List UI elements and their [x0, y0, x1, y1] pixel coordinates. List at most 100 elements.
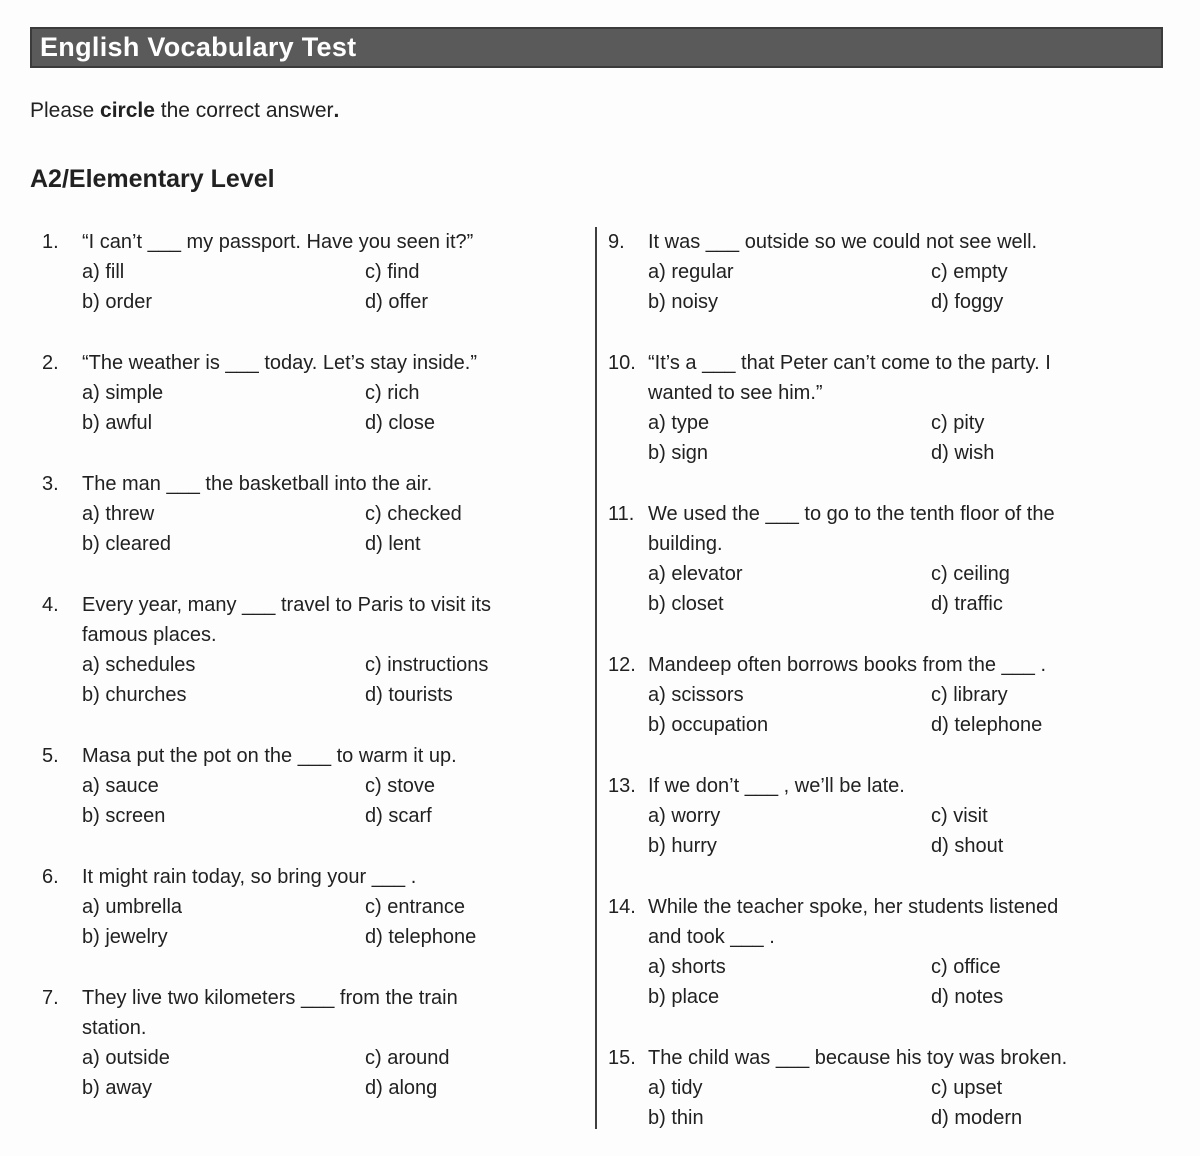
answer-option-b[interactable]: b) screen: [82, 805, 166, 827]
answer-options: a) outside c) around b) away d) along: [82, 1043, 575, 1103]
answer-option-c[interactable]: c) visit: [931, 805, 988, 827]
question-number: 9.: [608, 231, 625, 253]
answer-option-b[interactable]: b) cleared: [82, 533, 171, 555]
question-item: 6. It might rain today, so bring your ___…: [42, 862, 575, 952]
question-text-line: “It’s a ___ that Peter can’t come to the…: [648, 352, 1051, 374]
answer-option-b[interactable]: b) order: [82, 291, 153, 313]
answer-option-d[interactable]: d) along: [365, 1077, 438, 1099]
answer-option-d[interactable]: d) telephone: [365, 926, 477, 948]
instruction-text: Please circle the correct answer.: [30, 98, 1200, 124]
question-number: 10.: [608, 352, 636, 374]
instruction-segment: Please: [30, 99, 101, 122]
answer-option-b[interactable]: b) closet: [648, 593, 724, 615]
answer-option-d[interactable]: d) shout: [931, 835, 1004, 857]
answer-option-b[interactable]: b) awful: [82, 412, 153, 434]
answer-option-a[interactable]: a) elevator: [648, 563, 743, 585]
answer-option-c[interactable]: c) pity: [931, 412, 985, 434]
answer-option-a[interactable]: a) threw: [82, 503, 155, 525]
column-divider: [595, 227, 597, 1129]
answer-option-c[interactable]: c) around: [365, 1047, 450, 1069]
question-body: While the teacher spoke, her students li…: [648, 892, 1155, 1012]
answer-option-c[interactable]: c) library: [931, 684, 1008, 706]
question-item: 7. They live two kilometers ___ from the …: [42, 983, 575, 1103]
answer-option-c[interactable]: c) rich: [365, 382, 420, 404]
answer-option-b[interactable]: b) churches: [82, 684, 187, 706]
answer-options: a) threw c) checked b) cleared d) lent: [82, 499, 575, 559]
answer-option-d[interactable]: d) offer: [365, 291, 428, 313]
answer-options: a) regular c) empty b) noisy d) foggy: [648, 257, 1155, 317]
page: { "header": { "title": "English Vocabula…: [0, 27, 1200, 1156]
question-body: Mandeep often borrows books from the ___…: [648, 650, 1155, 740]
header-bar: English Vocabulary Test: [30, 27, 1163, 68]
question-text-line: It might rain today, so bring your ___ .: [82, 866, 417, 888]
answer-option-a[interactable]: a) schedules: [82, 654, 196, 676]
answer-option-d[interactable]: d) wish: [931, 442, 995, 464]
answer-option-b[interactable]: b) away: [82, 1077, 153, 1099]
answer-option-a[interactable]: a) umbrella: [82, 896, 183, 918]
question-body: “I can’t ___ my passport. Have you seen …: [82, 227, 575, 317]
answer-option-b[interactable]: b) place: [648, 986, 720, 1008]
answer-option-b[interactable]: b) occupation: [648, 714, 769, 736]
question-number: 3.: [42, 473, 59, 495]
question-body: The man ___ the basketball into the air.…: [82, 469, 575, 559]
question-body: Masa put the pot on the ___ to warm it u…: [82, 741, 575, 831]
answer-option-a[interactable]: a) simple: [82, 382, 164, 404]
question-body: If we don’t ___ , we’ll be late. a) worry…: [648, 771, 1155, 861]
answer-option-c[interactable]: c) entrance: [365, 896, 466, 918]
answer-option-c[interactable]: c) find: [365, 261, 420, 283]
question-text-line: They live two kilometers ___ from the tr…: [82, 987, 458, 1009]
question-number: 1.: [42, 231, 59, 253]
answer-option-c[interactable]: c) instructions: [365, 654, 489, 676]
answer-option-a[interactable]: a) worry: [648, 805, 721, 827]
answer-option-c[interactable]: c) upset: [931, 1077, 1003, 1099]
answer-option-a[interactable]: a) scissors: [648, 684, 744, 706]
answer-options: a) umbrella c) entrance b) jewelry d) telep…: [82, 892, 575, 952]
answer-option-d[interactable]: d) modern: [931, 1107, 1023, 1129]
question-body: The child was ___ because his toy was br…: [648, 1043, 1155, 1133]
question-number: 5.: [42, 745, 59, 767]
answer-option-b[interactable]: b) jewelry: [82, 926, 168, 948]
question-text-line: Masa put the pot on the ___ to warm it u…: [82, 745, 457, 767]
answer-options: a) schedules c) instructions b) churches d)…: [82, 650, 575, 710]
answer-option-c[interactable]: c) office: [931, 956, 1001, 978]
answer-option-b[interactable]: b) noisy: [648, 291, 719, 313]
answer-option-a[interactable]: a) tidy: [648, 1077, 703, 1099]
question-item: 13. If we don’t ___ , we’ll be late. a) wo…: [608, 771, 1155, 861]
answer-option-a[interactable]: a) regular: [648, 261, 734, 283]
question-body: “It’s a ___ that Peter can’t come to the…: [648, 348, 1155, 468]
questions-column-left: 1. “I can’t ___ my passport. Have you see…: [0, 227, 595, 1129]
answer-option-d[interactable]: d) notes: [931, 986, 1004, 1008]
question-item: 4. Every year, many ___ travel to Paris t…: [42, 590, 575, 710]
question-text-line: famous places.: [82, 624, 217, 646]
question-text-line: It was ___ outside so we could not see w…: [648, 231, 1038, 253]
answer-option-d[interactable]: d) tourists: [365, 684, 453, 706]
question-item: 15. The child was ___ because his toy was…: [608, 1043, 1155, 1133]
question-text-line: wanted to see him.”: [648, 382, 823, 404]
question-number: 12.: [608, 654, 636, 676]
answer-option-d[interactable]: d) close: [365, 412, 436, 434]
answer-option-d[interactable]: d) telephone: [931, 714, 1043, 736]
answer-option-a[interactable]: a) outside: [82, 1047, 170, 1069]
answer-option-b[interactable]: b) hurry: [648, 835, 717, 857]
answer-option-d[interactable]: d) traffic: [931, 593, 1003, 615]
question-text-line: and took ___ .: [648, 926, 775, 948]
question-item: 3. The man ___ the basketball into the ai…: [42, 469, 575, 559]
answer-option-a[interactable]: a) shorts: [648, 956, 726, 978]
answer-option-c[interactable]: c) ceiling: [931, 563, 1010, 585]
answer-option-a[interactable]: a) type: [648, 412, 710, 434]
answer-option-c[interactable]: c) checked: [365, 503, 462, 525]
answer-option-c[interactable]: c) stove: [365, 775, 436, 797]
answer-option-d[interactable]: d) foggy: [931, 291, 1004, 313]
question-body: It might rain today, so bring your ___ .…: [82, 862, 575, 952]
instruction-segment: .: [333, 99, 340, 122]
answer-option-d[interactable]: d) lent: [365, 533, 421, 555]
answer-option-b[interactable]: b) thin: [648, 1107, 704, 1129]
questions-container: 1. “I can’t ___ my passport. Have you see…: [0, 227, 1200, 1129]
question-text-line: “The weather is ___ today. Let’s stay in…: [82, 352, 478, 374]
answer-option-a[interactable]: a) fill: [82, 261, 125, 283]
answer-option-a[interactable]: a) sauce: [82, 775, 159, 797]
question-text-line: We used the ___ to go to the tenth floor…: [648, 503, 1055, 525]
answer-option-c[interactable]: c) empty: [931, 261, 1008, 283]
answer-option-b[interactable]: b) sign: [648, 442, 709, 464]
answer-option-d[interactable]: d) scarf: [365, 805, 432, 827]
